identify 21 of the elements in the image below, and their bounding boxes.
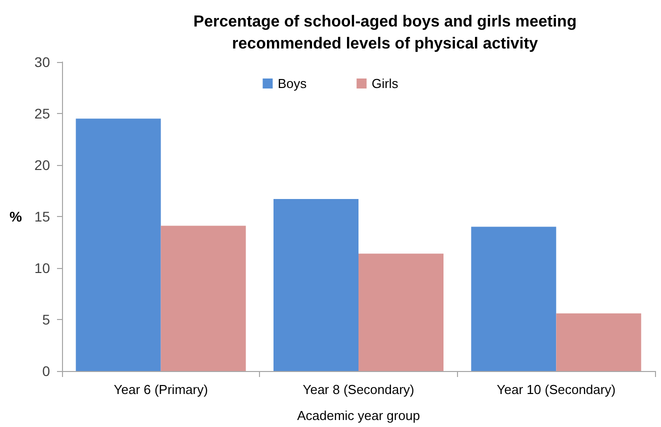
y-axis-title: % [10, 208, 23, 224]
bar [556, 313, 642, 371]
x-axis-title: Academic year group [297, 408, 420, 423]
legend-label: Boys [278, 76, 308, 91]
y-tick-label: 25 [34, 106, 50, 122]
y-tick-label: 10 [34, 260, 50, 276]
x-tick-label: Year 6 (Primary) [114, 382, 208, 397]
legend-label: Girls [372, 76, 399, 91]
y-tick-label: 0 [42, 363, 50, 379]
x-tick-label: Year 8 (Secondary) [302, 382, 414, 397]
bar [160, 226, 246, 371]
y-tick-label: 20 [34, 157, 50, 173]
x-tick-label: Year 10 (Secondary) [496, 382, 616, 397]
bar [274, 198, 358, 371]
y-tick-label: 15 [34, 208, 50, 224]
y-tick-label: 30 [34, 54, 50, 70]
bar [358, 254, 444, 371]
bar [76, 118, 161, 371]
y-tick-label: 5 [42, 312, 50, 328]
bar [471, 226, 556, 371]
chart-title: Percentage of school-aged boys and girls meeting recommended levels of physical activity [193, 14, 577, 52]
